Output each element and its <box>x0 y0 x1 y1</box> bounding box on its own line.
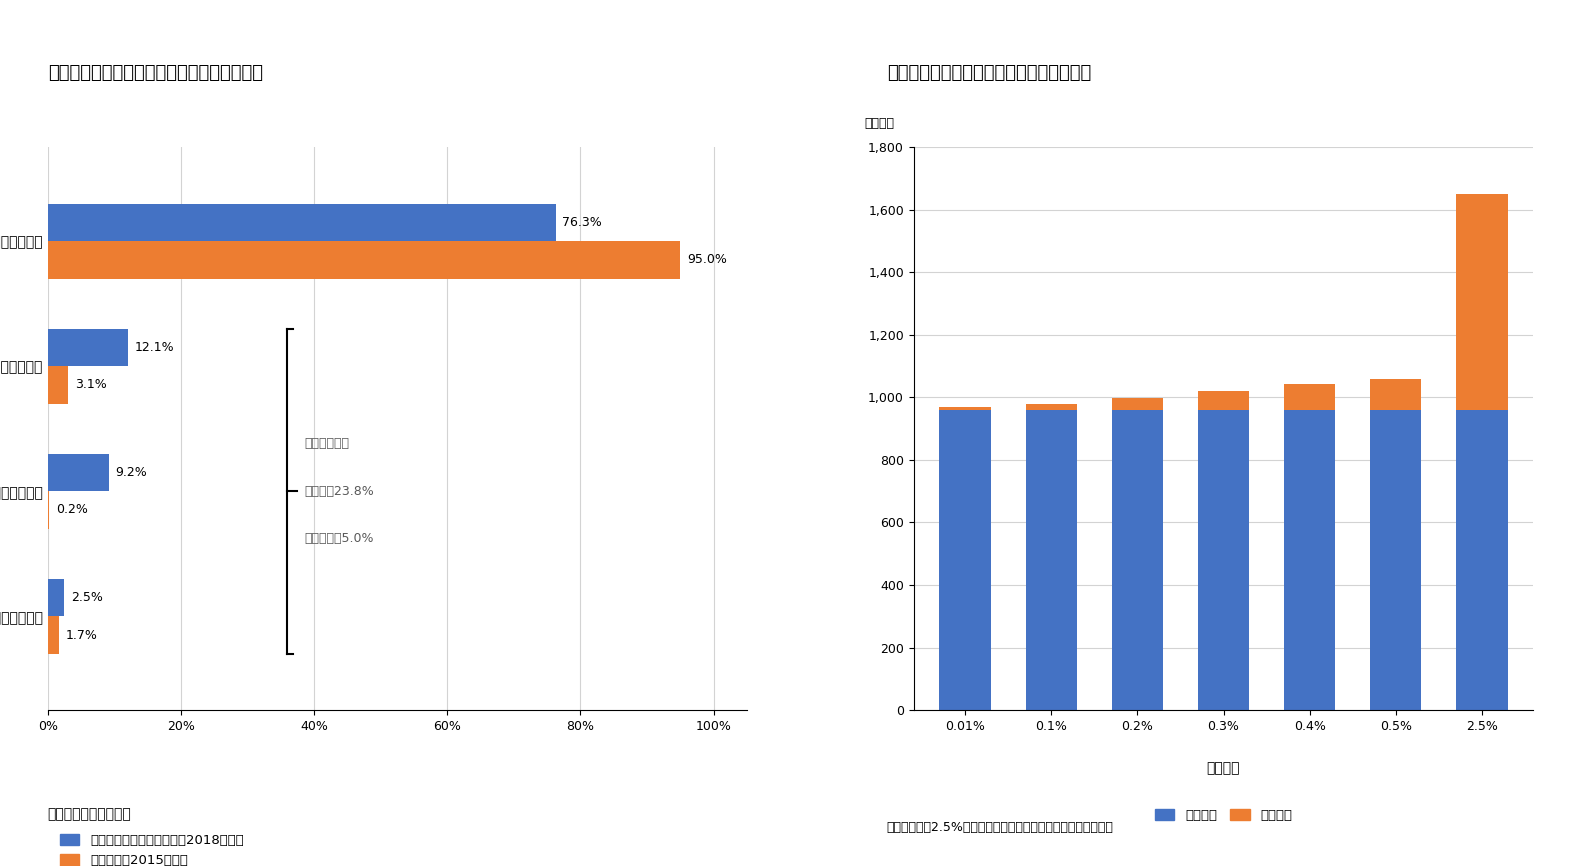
Bar <box>1284 385 1335 410</box>
Bar <box>1284 410 1335 710</box>
Bar <box>1025 404 1077 410</box>
Text: 95.0%: 95.0% <box>686 253 726 267</box>
Bar <box>48 328 129 366</box>
Text: （万円）: （万円） <box>864 117 895 130</box>
Text: 投資信託合計: 投資信託合計 <box>303 437 350 450</box>
Text: 9.2%: 9.2% <box>116 466 148 479</box>
Legend: 法改正後の指定運用方法（2018年度）, 法改正前（2015年度）: 法改正後の指定運用方法（2018年度）, 法改正前（2015年度） <box>54 829 249 866</box>
Bar <box>1370 410 1422 710</box>
Bar <box>1198 391 1249 410</box>
Bar <box>939 407 992 410</box>
Text: 図表２　運用利率別の４０年後の資産残高: 図表２ 運用利率別の４０年後の資産残高 <box>887 64 1092 82</box>
Bar <box>1112 410 1163 710</box>
Text: 図表１　指定運用方法に指定される運用商品: 図表１ 指定運用方法に指定される運用商品 <box>48 64 262 82</box>
Text: 改正後：23.8%: 改正後：23.8% <box>303 485 373 498</box>
Bar <box>48 578 64 617</box>
Text: 3.1%: 3.1% <box>75 378 106 391</box>
Bar <box>939 410 992 710</box>
Bar <box>48 366 68 404</box>
Bar <box>1198 410 1249 710</box>
Text: 12.1%: 12.1% <box>135 341 175 354</box>
Bar <box>1112 398 1163 410</box>
Text: 0.2%: 0.2% <box>56 503 87 516</box>
Bar <box>1025 410 1077 710</box>
Bar <box>48 617 59 654</box>
Bar <box>48 241 680 279</box>
Legend: 拠出総額, 運用収益: 拠出総額, 運用収益 <box>1149 804 1298 827</box>
Text: 改正前：　5.0%: 改正前： 5.0% <box>303 533 373 546</box>
Bar <box>1456 194 1508 410</box>
Bar <box>1370 379 1422 410</box>
Text: 注）運用利率2.5%は低リスク・バランス型投信で運用した場合: 注）運用利率2.5%は低リスク・バランス型投信で運用した場合 <box>887 821 1114 834</box>
Bar <box>1456 410 1508 710</box>
Bar <box>48 454 110 491</box>
X-axis label: 運用利率: 運用利率 <box>1206 761 1241 775</box>
Text: 76.3%: 76.3% <box>563 216 602 229</box>
Text: 2.5%: 2.5% <box>72 591 103 604</box>
Text: 出所）企業年金連合会: 出所）企業年金連合会 <box>48 807 132 821</box>
Bar <box>48 204 556 241</box>
Text: 1.7%: 1.7% <box>65 629 97 642</box>
